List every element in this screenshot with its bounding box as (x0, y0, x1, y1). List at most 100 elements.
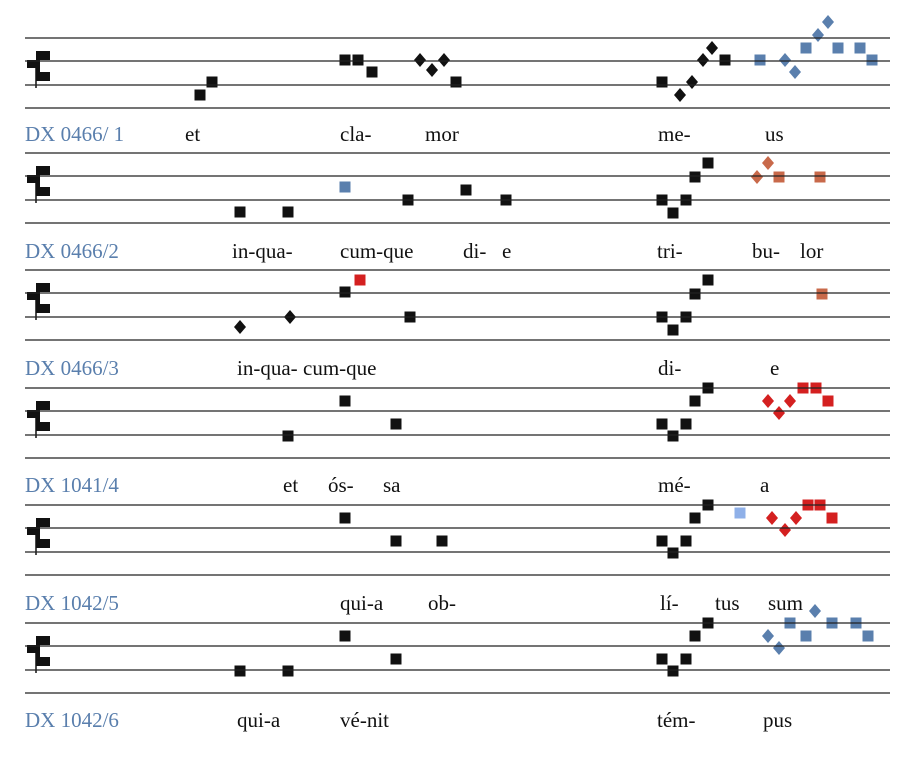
neume (862, 630, 874, 642)
row-4: DX 1041/4 et ós- sa mé- a (25, 473, 770, 497)
syllable: me- (658, 122, 691, 146)
neume (366, 66, 378, 78)
neume (719, 54, 731, 66)
neume (826, 512, 838, 524)
neume (789, 65, 801, 79)
neume (339, 54, 351, 66)
neume (667, 665, 679, 677)
neume (784, 394, 796, 408)
clef (40, 72, 50, 81)
syllable: di- (463, 239, 486, 263)
neume (689, 630, 701, 642)
clef (27, 60, 37, 68)
syllable: qui-a (237, 708, 281, 732)
neume (234, 206, 246, 218)
syllable: mé- (658, 473, 691, 497)
neume (282, 206, 294, 218)
neume (282, 430, 294, 442)
neume (762, 629, 774, 643)
neume (702, 274, 714, 286)
neume (656, 76, 668, 88)
source-label: DX 1042/5 (25, 591, 119, 615)
neume (339, 395, 351, 407)
syllable: qui-a (340, 591, 384, 615)
neume (674, 88, 686, 102)
syllable: e (770, 356, 779, 380)
clef (27, 175, 37, 183)
neume (680, 418, 692, 430)
neume (762, 156, 774, 170)
clef (36, 636, 40, 666)
syllable: et (185, 122, 200, 146)
syllable: lí- (660, 591, 679, 615)
syllable: in-qua- (237, 356, 298, 380)
syllable: ós- (328, 473, 354, 497)
neume (680, 653, 692, 665)
neume (866, 54, 878, 66)
clef (36, 283, 40, 313)
neume (773, 171, 785, 183)
syllable: cla- (340, 122, 371, 146)
neume (450, 76, 462, 88)
neume (656, 535, 668, 547)
neume (354, 274, 366, 286)
neume (667, 547, 679, 559)
syllable: vé-nit (340, 708, 389, 732)
neume (706, 41, 718, 55)
neume (800, 630, 812, 642)
source-label: DX 0466/3 (25, 356, 119, 380)
clef (27, 292, 37, 300)
syllable: in-qua- (232, 239, 293, 263)
syllable: pus (763, 708, 792, 732)
syllable: et (283, 473, 298, 497)
neume (426, 63, 438, 77)
syllable: cum-que (340, 239, 413, 263)
clef (36, 51, 40, 81)
clef (27, 410, 37, 418)
neume (234, 665, 246, 677)
neume (390, 653, 402, 665)
row-5: DX 1042/5 qui-a ob- lí- tus sum (25, 591, 803, 615)
neume (702, 157, 714, 169)
neume (339, 181, 351, 193)
source-label: DX 0466/ 1 (25, 122, 124, 146)
neume (390, 418, 402, 430)
neume (414, 53, 426, 67)
neume (680, 535, 692, 547)
neume (282, 665, 294, 677)
clef (40, 401, 50, 410)
neume (779, 523, 791, 537)
neume (206, 76, 218, 88)
neume (686, 75, 698, 89)
clef (40, 518, 50, 527)
syllable: ob- (428, 591, 456, 615)
clef (40, 51, 50, 60)
neume (766, 511, 778, 525)
clef (40, 166, 50, 175)
neume (689, 171, 701, 183)
neume (436, 535, 448, 547)
neume (779, 53, 791, 67)
neume (667, 430, 679, 442)
neume (352, 54, 364, 66)
neume (390, 535, 402, 547)
neume (790, 511, 802, 525)
syllable: di- (658, 356, 681, 380)
neume (854, 42, 866, 54)
clef (40, 539, 50, 548)
neume (667, 324, 679, 336)
clef (27, 527, 37, 535)
source-label: DX 0466/2 (25, 239, 119, 263)
clef (40, 283, 50, 292)
row-3: DX 0466/3 in-qua- cum-que di- e (25, 356, 779, 380)
neume (751, 170, 763, 184)
syllable: cum-que (303, 356, 376, 380)
syllable: us (765, 122, 784, 146)
neume (773, 641, 785, 655)
neume (689, 288, 701, 300)
clef (36, 518, 40, 548)
neume (809, 604, 821, 618)
neume (234, 320, 246, 334)
neume (339, 512, 351, 524)
neume (762, 394, 774, 408)
